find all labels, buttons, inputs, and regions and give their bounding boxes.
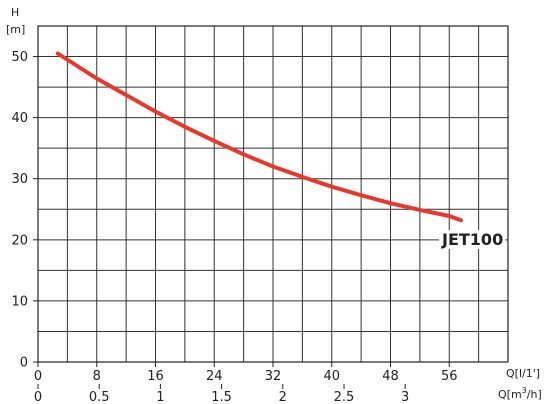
series-line-jet100: [55, 51, 463, 223]
x-tick-label-m3h: 3: [401, 390, 409, 404]
x-axis-title-m3h-suffix: /h]: [527, 388, 542, 401]
x-tick-label-lpm: 32: [265, 369, 282, 384]
series-label-jet100: JET100: [441, 230, 503, 249]
y-tick-label: 20: [11, 233, 28, 248]
y-tick-label: 50: [11, 50, 28, 65]
x-tick-label-m3h: 1.5: [211, 390, 232, 404]
y-axis-title: H: [11, 6, 19, 19]
x-tick-label-lpm: 56: [441, 369, 458, 384]
x-tick-label-lpm: 16: [147, 369, 164, 384]
x-tick-label-m3h: 0.5: [89, 390, 110, 404]
series-label-background: [439, 230, 506, 249]
x-tick-label-m3h: 1: [156, 390, 164, 404]
series-layer: [55, 51, 463, 223]
x-tick-label-lpm: 48: [382, 369, 399, 384]
y-tick-label: 30: [11, 172, 28, 187]
x-tick-label-m3h: 2: [279, 390, 287, 404]
y-tick-label: 0: [20, 356, 28, 371]
x-axis-title-lpm: Q[l/1']: [506, 367, 540, 380]
x-axis-title-m3h-prefix: Q[m: [498, 388, 522, 401]
x-tick-label-m3h: 0: [34, 390, 42, 404]
x-axis-ticks-lpm: 0 8 16 24 32 40 48 56: [34, 362, 458, 384]
x-axis-title-m3h-sup: 3: [522, 386, 527, 395]
x-axis-title-m3h: Q[m3/h]: [498, 386, 542, 401]
y-tick-label: 10: [11, 294, 28, 309]
x-axis-ticks-m3h: 0 0.5 1 1.5 2 2.5 3: [34, 384, 409, 404]
x-tick-label-lpm: 0: [34, 369, 42, 384]
x-tick-label-lpm: 24: [206, 369, 223, 384]
chart-grid: [38, 26, 508, 362]
x-tick-label-m3h: 2.5: [334, 390, 355, 404]
y-axis-ticks: 0 10 20 30 40 50: [11, 50, 38, 371]
x-tick-label-lpm: 40: [323, 369, 340, 384]
y-axis-unit: [m]: [6, 23, 25, 36]
x-tick-label-lpm: 8: [93, 369, 101, 384]
y-tick-label: 40: [11, 111, 28, 126]
